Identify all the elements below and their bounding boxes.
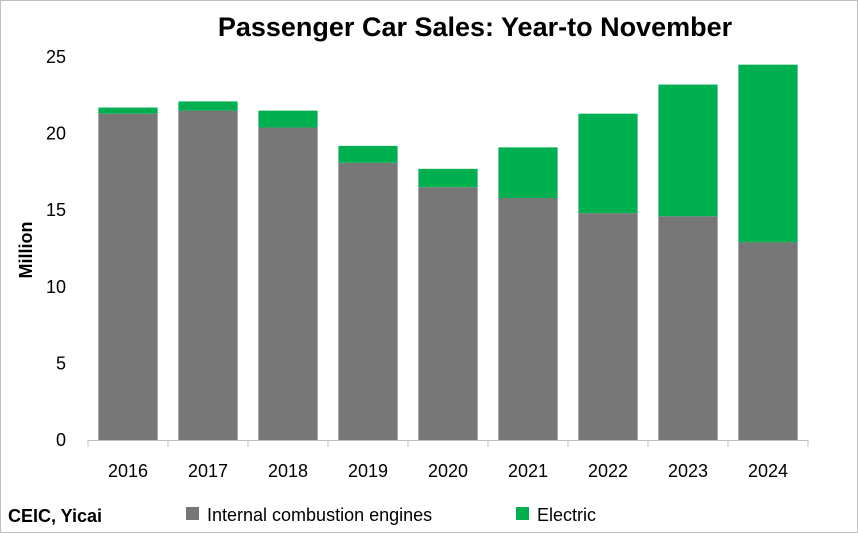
bars	[98, 64, 798, 441]
bar-ice-2016	[98, 113, 158, 441]
legend-label: Electric	[537, 505, 596, 525]
y-tick-label: 20	[46, 124, 66, 144]
x-tick-label: 2016	[108, 461, 148, 481]
y-tick-label: 5	[56, 353, 66, 373]
bar-electric-2017	[178, 101, 238, 111]
legend: Internal combustion engines Electric	[186, 505, 596, 525]
y-tick-label: 10	[46, 277, 66, 297]
bar-ice-2017	[178, 110, 238, 441]
bar-electric-2024	[738, 64, 798, 243]
bar-ice-2018	[258, 127, 318, 441]
bar-electric-2021	[498, 147, 558, 198]
legend-label: Internal combustion engines	[207, 505, 432, 525]
bar-ice-2024	[738, 242, 798, 440]
bar-ice-2020	[418, 187, 478, 440]
bar-ice-2019	[338, 162, 398, 440]
bar-ice-2023	[658, 216, 718, 440]
x-tick-label: 2017	[188, 461, 228, 481]
bar-electric-2023	[658, 84, 718, 217]
bar-electric-2022	[578, 113, 638, 214]
legend-swatch	[186, 507, 199, 520]
y-tick-label: 0	[56, 430, 66, 450]
bar-electric-2018	[258, 110, 318, 128]
y-axis: 0 5 10 15 20 25	[46, 47, 66, 450]
legend-swatch	[516, 507, 529, 520]
bar-ice-2021	[498, 197, 558, 440]
bar-electric-2016	[98, 107, 158, 114]
y-tick-label: 25	[46, 47, 66, 67]
x-axis: 2016 2017 2018 2019 2020 2021 2022 2023 2024	[87, 440, 809, 481]
x-tick-label: 2023	[668, 461, 708, 481]
bar-ice-2022	[578, 213, 638, 440]
chart-title: Passenger Car Sales: Year-to November	[218, 12, 733, 42]
x-tick-label: 2022	[588, 461, 628, 481]
source-note: CEIC, Yicai	[8, 506, 102, 526]
x-tick-label: 2019	[348, 461, 388, 481]
x-tick-label: 2021	[508, 461, 548, 481]
y-tick-label: 15	[46, 200, 66, 220]
y-axis-label: Million	[16, 222, 36, 279]
x-tick-label: 2018	[268, 461, 308, 481]
bar-electric-2019	[338, 145, 398, 163]
x-tick-label: 2020	[428, 461, 468, 481]
x-tick-label: 2024	[748, 461, 788, 481]
bar-electric-2020	[418, 168, 478, 188]
